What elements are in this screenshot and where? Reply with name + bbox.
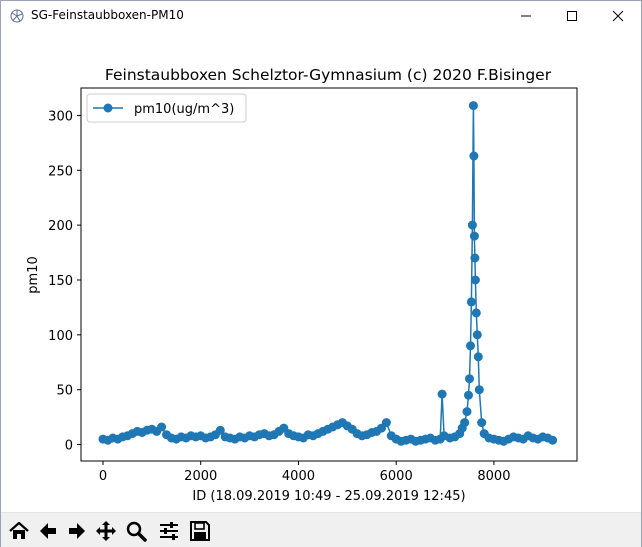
data-point xyxy=(469,151,479,161)
y-tick-label: 50 xyxy=(56,384,73,399)
y-tick-label: 0 xyxy=(65,439,73,454)
y-axis: 0 50 100 150 200 250 300 xyxy=(48,109,81,454)
data-point xyxy=(468,101,478,111)
minimize-button[interactable] xyxy=(503,1,549,31)
data-point xyxy=(464,390,473,400)
data-point xyxy=(460,418,470,428)
x-tick-label: 2000 xyxy=(184,469,217,484)
x-tick-label: 6000 xyxy=(380,469,413,484)
home-button[interactable] xyxy=(5,517,32,544)
data-point xyxy=(477,418,487,428)
y-axis-label: pm10 xyxy=(26,256,41,293)
series-layer xyxy=(98,101,558,446)
data-point xyxy=(470,275,480,285)
configure-subplots-button[interactable] xyxy=(155,517,182,544)
y-tick-label: 300 xyxy=(48,109,73,124)
maximize-icon xyxy=(567,11,577,21)
navigation-toolbar xyxy=(1,512,641,547)
data-point xyxy=(473,352,483,362)
title-bar[interactable]: SG-Feinstaubboxen-PM10 xyxy=(1,1,641,31)
x-tick-label: 4000 xyxy=(282,469,315,484)
save-button[interactable] xyxy=(186,517,213,544)
data-point xyxy=(472,330,482,340)
data-point xyxy=(462,407,472,417)
window-title: SG-Feinstaubboxen-PM10 xyxy=(31,8,184,22)
pan-button[interactable] xyxy=(92,517,119,544)
zoom-button[interactable] xyxy=(122,517,149,544)
data-point xyxy=(157,422,167,432)
data-point xyxy=(470,253,480,263)
close-icon xyxy=(612,10,624,22)
back-icon xyxy=(39,522,56,539)
data-point xyxy=(469,231,479,241)
data-point xyxy=(467,220,477,230)
plot-area xyxy=(80,87,578,462)
maximize-button[interactable] xyxy=(549,1,595,31)
x-axis-label: ID (18.09.2019 10:49 - 25.09.2019 12:45) xyxy=(192,489,465,504)
configure-subplots-icon xyxy=(159,521,178,540)
data-point xyxy=(215,425,225,435)
x-tick-label: 8000 xyxy=(477,469,510,484)
y-tick-label: 150 xyxy=(48,274,73,289)
pan-icon xyxy=(95,520,116,541)
matplotlib-icon xyxy=(10,9,24,23)
home-icon xyxy=(8,521,29,539)
forward-button[interactable] xyxy=(63,517,90,544)
data-point xyxy=(437,389,447,399)
chart-title: Feinstaubboxen Schelztor-Gymnasium (c) 2… xyxy=(105,66,552,84)
pm10-chart[interactable]: Feinstaubboxen Schelztor-Gymnasium (c) 2… xyxy=(1,31,641,511)
data-point xyxy=(471,308,481,318)
data-point xyxy=(474,385,484,395)
forward-icon xyxy=(68,522,85,539)
data-point xyxy=(548,435,558,445)
data-point xyxy=(381,418,391,428)
data-point xyxy=(466,341,475,351)
close-button[interactable] xyxy=(595,1,641,31)
data-point xyxy=(465,374,474,384)
y-tick-label: 200 xyxy=(48,219,73,234)
zoom-icon xyxy=(126,521,147,542)
legend: pm10(ug/m^3) xyxy=(86,93,247,123)
legend-label: pm10(ug/m^3) xyxy=(134,102,234,117)
legend-marker xyxy=(103,103,113,113)
y-tick-label: 100 xyxy=(48,329,73,344)
save-icon xyxy=(189,520,210,541)
x-axis: 0 2000 4000 6000 8000 xyxy=(99,461,510,484)
back-button[interactable] xyxy=(34,517,61,544)
data-point xyxy=(466,297,476,307)
minimize-icon xyxy=(521,15,531,17)
y-tick-label: 250 xyxy=(48,164,73,179)
x-tick-label: 0 xyxy=(99,469,107,484)
